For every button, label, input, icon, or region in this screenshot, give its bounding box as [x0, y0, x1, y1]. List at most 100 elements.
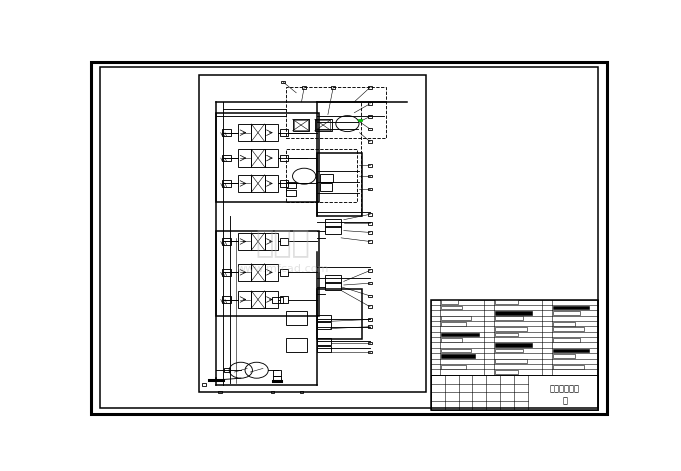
Bar — [368, 164, 372, 167]
Bar — [238, 233, 251, 250]
Bar — [332, 86, 335, 89]
Bar — [317, 338, 330, 345]
Bar — [368, 102, 372, 105]
Bar — [285, 338, 306, 352]
Bar — [326, 283, 341, 291]
Bar — [264, 149, 278, 167]
Bar — [280, 180, 288, 187]
Bar — [553, 338, 580, 341]
Text: 图: 图 — [562, 397, 567, 406]
Bar — [317, 346, 330, 352]
Bar — [553, 365, 584, 368]
Bar — [368, 231, 372, 234]
Bar — [238, 264, 251, 281]
Bar — [368, 222, 372, 225]
Bar — [368, 351, 372, 353]
Bar — [222, 155, 231, 162]
Bar — [216, 231, 319, 316]
Bar — [358, 119, 362, 121]
Bar — [431, 375, 598, 410]
Bar — [441, 333, 479, 336]
Bar — [320, 174, 333, 182]
Bar — [441, 349, 471, 352]
Bar — [222, 269, 231, 276]
Bar — [280, 130, 288, 136]
Bar — [264, 291, 278, 308]
Bar — [326, 275, 341, 283]
Bar — [251, 264, 264, 281]
Bar — [368, 115, 372, 118]
Bar — [264, 124, 278, 141]
Bar — [441, 306, 462, 309]
Bar — [368, 140, 372, 143]
Bar — [326, 219, 341, 227]
Bar — [368, 86, 372, 89]
Bar — [368, 213, 372, 216]
Bar — [495, 343, 532, 347]
Bar — [280, 296, 288, 303]
Bar — [368, 342, 372, 344]
Bar — [300, 391, 303, 393]
Bar — [315, 119, 332, 131]
Bar — [368, 282, 372, 284]
Bar — [302, 86, 306, 89]
Bar — [202, 383, 206, 386]
Bar — [251, 175, 264, 192]
Bar — [293, 119, 309, 131]
Bar — [264, 175, 278, 192]
Bar — [216, 113, 319, 202]
Bar — [222, 238, 231, 245]
Bar — [317, 153, 362, 216]
Bar — [317, 322, 330, 329]
Bar — [285, 190, 296, 196]
Bar — [251, 124, 264, 141]
Bar — [495, 300, 518, 304]
Bar — [441, 300, 458, 304]
Bar — [368, 295, 372, 297]
Bar — [273, 376, 281, 380]
Bar — [316, 121, 330, 130]
Bar — [251, 233, 264, 250]
Bar — [280, 238, 288, 245]
Bar — [368, 318, 372, 321]
Bar — [553, 322, 575, 325]
Bar — [224, 368, 230, 372]
Bar — [441, 338, 462, 341]
Bar — [368, 269, 372, 272]
Bar — [553, 349, 589, 352]
Bar — [326, 226, 341, 234]
Bar — [368, 187, 372, 190]
Bar — [285, 87, 386, 138]
Bar — [553, 311, 580, 315]
Bar — [368, 306, 372, 308]
Bar — [238, 291, 251, 308]
Bar — [280, 155, 288, 162]
Bar — [238, 149, 251, 167]
Bar — [285, 149, 357, 202]
Bar — [495, 359, 527, 363]
Bar — [222, 296, 231, 303]
Text: www.mfcad.com: www.mfcad.com — [237, 264, 329, 274]
Bar — [553, 306, 589, 309]
Bar — [495, 317, 523, 320]
Bar — [294, 121, 308, 130]
Bar — [285, 182, 296, 188]
Bar — [238, 124, 251, 141]
Bar — [320, 183, 332, 191]
Bar — [218, 391, 221, 393]
Bar — [495, 327, 527, 331]
Bar — [441, 317, 471, 320]
Bar — [495, 370, 518, 374]
Bar — [270, 391, 274, 393]
Bar — [368, 240, 372, 243]
Bar — [441, 354, 475, 358]
Bar — [281, 81, 285, 83]
Bar — [368, 175, 372, 178]
Bar — [273, 370, 281, 376]
Bar — [441, 365, 466, 368]
Bar — [285, 311, 306, 325]
Bar — [368, 128, 372, 130]
Bar — [495, 311, 532, 315]
Bar — [251, 291, 264, 308]
Bar — [431, 300, 598, 410]
